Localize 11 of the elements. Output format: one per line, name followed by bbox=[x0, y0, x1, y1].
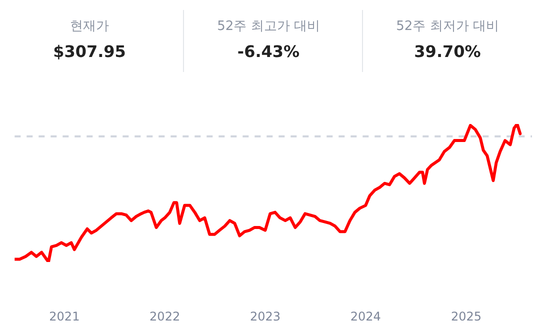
text: 현재가 bbox=[69, 18, 110, 36]
text: 52주 최저가 대비 bbox=[395, 18, 500, 36]
x-tick-label: 2023 bbox=[250, 309, 280, 324]
text: 39.70% bbox=[413, 42, 482, 62]
x-tick-label: 2025 bbox=[450, 309, 482, 324]
text: -6.43% bbox=[236, 42, 301, 62]
x-tick-label: 2021 bbox=[49, 309, 80, 324]
x-tick-label: 2024 bbox=[350, 309, 381, 324]
text: $307.95 bbox=[52, 42, 127, 62]
x-tick-label: 2022 bbox=[150, 309, 180, 324]
text: 52주 최고가 대비 bbox=[216, 18, 321, 36]
